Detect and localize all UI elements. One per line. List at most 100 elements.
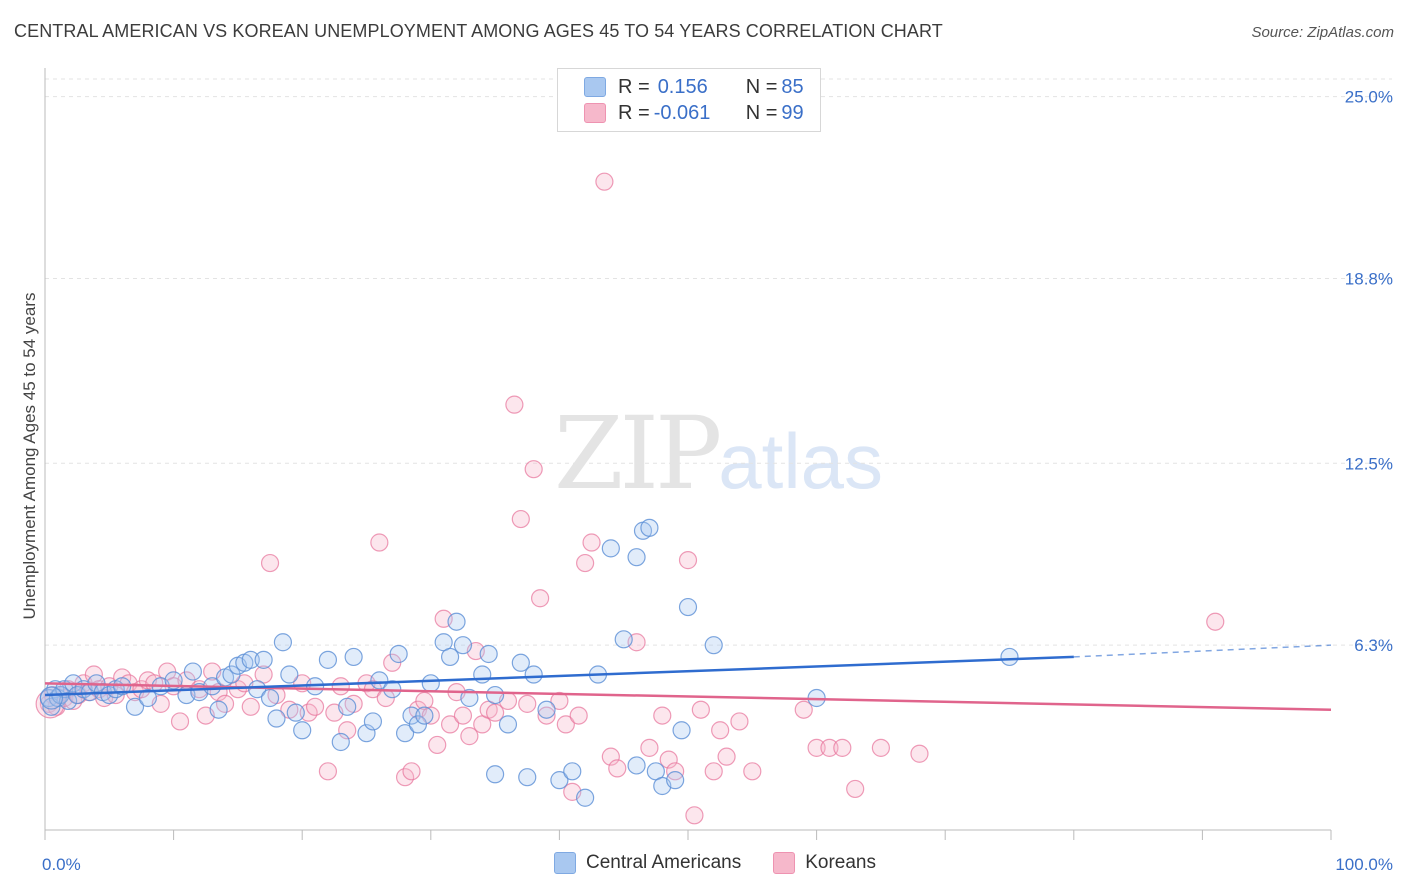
data-point-central	[267, 709, 286, 728]
data-point-korean	[260, 553, 280, 573]
data-point-central	[666, 771, 685, 790]
series-central-americans	[39, 518, 1019, 807]
data-point-central	[511, 653, 530, 672]
data-point-korean	[704, 762, 723, 781]
watermark-zip: ZIP	[554, 395, 722, 512]
data-point-korean	[582, 533, 601, 552]
data-point-korean	[717, 747, 736, 766]
data-point-central	[537, 700, 556, 719]
data-point-korean	[569, 706, 588, 725]
data-point-central	[254, 650, 273, 669]
data-point-korean	[659, 750, 678, 769]
data-point-central	[601, 539, 620, 558]
data-point-central	[59, 691, 78, 711]
data-point-korean	[305, 697, 325, 716]
legend-n-label: N =	[745, 101, 778, 124]
data-point-central	[39, 686, 64, 710]
y-tick-label: 25.0%	[1345, 88, 1393, 107]
legend-r-value: -0.061	[653, 101, 711, 124]
data-point-korean	[505, 395, 524, 414]
tick-labels: 6.3% 12.5% 18.8% 25.0% 0.0% 100.0%	[42, 88, 1393, 874]
data-point-korean	[338, 721, 357, 740]
data-point-central	[1000, 647, 1019, 667]
data-point-korean	[241, 697, 260, 716]
data-point-korean	[678, 551, 698, 570]
legend-n-label: N =	[745, 75, 778, 98]
data-point-korean	[421, 706, 440, 725]
data-point-central	[273, 633, 293, 652]
data-point-central	[524, 665, 543, 684]
data-point-korean	[820, 738, 839, 757]
data-point-korean	[440, 715, 460, 734]
data-point-korean	[531, 589, 550, 608]
data-point-korean	[576, 553, 595, 573]
data-point-korean	[601, 747, 620, 766]
data-point-central	[389, 644, 408, 664]
data-point-central	[473, 665, 492, 684]
watermark: ZIPatlas	[554, 395, 883, 512]
legend-label-central: Central Americans	[586, 852, 742, 873]
data-point-korean	[428, 735, 447, 755]
legend-item-central[interactable]: Central Americans	[554, 852, 741, 874]
data-point-korean	[1206, 612, 1225, 631]
legend-item-korean[interactable]: Koreans	[773, 852, 876, 874]
data-point-central	[614, 630, 633, 649]
data-point-korean	[910, 744, 929, 763]
legend-r-label: R =	[618, 75, 650, 98]
data-point-central	[293, 721, 312, 740]
y-tick-label: 6.3%	[1354, 636, 1393, 655]
data-point-korean	[691, 700, 710, 719]
data-point-korean	[331, 677, 350, 696]
data-point-korean	[524, 460, 543, 479]
legend-label-korean: Koreans	[805, 852, 877, 873]
data-point-korean	[460, 727, 479, 746]
data-point-central	[447, 612, 466, 631]
axes	[44, 68, 1332, 840]
data-point-central	[627, 548, 646, 567]
data-point-central	[550, 771, 569, 790]
legend-swatch-korean	[584, 103, 606, 123]
data-point-korean	[685, 806, 704, 825]
data-point-korean	[653, 706, 672, 725]
data-point-central	[363, 712, 383, 731]
data-point-korean	[556, 715, 575, 734]
data-point-korean	[833, 738, 852, 757]
data-point-central	[318, 650, 338, 669]
data-point-central	[344, 647, 363, 667]
legend-r-value: 0.156	[657, 75, 708, 98]
data-point-korean	[807, 738, 826, 757]
data-point-central	[460, 688, 479, 708]
data-point-central	[486, 685, 505, 705]
legend-r-label: R =	[618, 101, 650, 124]
data-point-central	[338, 697, 357, 716]
data-point-korean	[711, 721, 730, 740]
data-point-central	[453, 636, 473, 655]
data-point-korean	[511, 509, 530, 529]
data-point-central	[331, 732, 350, 752]
legend-row-korean: R = -0.061 N = 99	[584, 100, 804, 126]
data-point-korean	[402, 762, 421, 781]
data-point-korean	[318, 762, 338, 781]
chart-title: CENTRAL AMERICAN VS KOREAN UNEMPLOYMENT …	[14, 21, 943, 41]
x-tick-label: 100.0%	[1335, 855, 1393, 874]
data-point-central	[370, 671, 389, 690]
data-point-korean	[550, 691, 569, 711]
x-tick-label: 0.0%	[42, 855, 81, 874]
data-point-central	[138, 688, 157, 708]
trend-lines	[44, 644, 1332, 711]
data-point-central	[421, 674, 440, 693]
source-label: Source: ZipAtlas.com	[1251, 24, 1394, 41]
trend-line-central-extension	[1073, 644, 1332, 658]
series-koreans	[35, 172, 1225, 825]
y-tick-label: 18.8%	[1345, 269, 1393, 288]
grid-lines	[45, 78, 1392, 646]
legend-swatch-central	[554, 852, 576, 874]
data-point-central	[486, 765, 505, 784]
data-point-central	[125, 697, 145, 716]
data-point-central	[678, 597, 698, 617]
legend-row-central: R = 0.156 N = 85	[584, 74, 804, 100]
data-point-central	[280, 665, 299, 684]
data-point-central	[498, 715, 518, 734]
data-point-central	[395, 724, 415, 743]
